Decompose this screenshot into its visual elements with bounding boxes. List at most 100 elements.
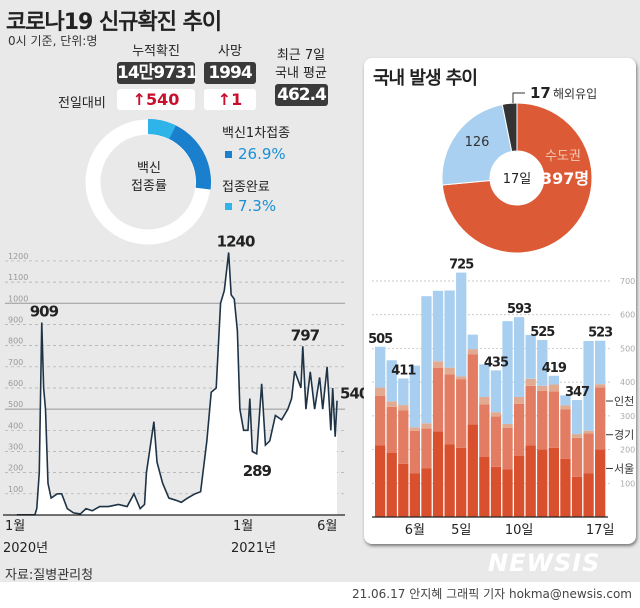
bar-segment-gyeonggi (571, 437, 583, 477)
first-dose-legend-swatch (225, 151, 232, 158)
death-value: 1994 (204, 62, 256, 84)
y-tick-label: 900 (8, 315, 23, 324)
bar-segment-other (537, 340, 548, 386)
bar-segment-gyeonggi (375, 395, 386, 446)
bar-segment-incheon (421, 423, 432, 429)
cumulative-label: 누적확진 (132, 44, 180, 59)
y-tick-label: 600 (8, 379, 23, 388)
bar-segment-incheon (548, 384, 559, 392)
y-tick-label: 200 (8, 464, 23, 473)
bar-segment-gyeonggi (525, 385, 536, 446)
death-label: 사망 (218, 44, 242, 59)
bar-segment-other (525, 334, 536, 379)
y-tick-label: 400 (8, 421, 23, 430)
vaccine-donut (85, 119, 211, 245)
bar-segment-seoul (432, 431, 444, 517)
bar-segment-seoul (548, 447, 559, 517)
bar-total-label: 505 (368, 332, 393, 347)
x-tick-label: 1월 (233, 519, 253, 534)
pie-slice-value: 397명 (541, 169, 589, 188)
bar-segment-incheon (502, 423, 513, 428)
bar-segment-gyeonggi (537, 390, 548, 450)
bar-segment-gyeonggi (398, 410, 409, 464)
bar-segment-other (571, 400, 583, 435)
vaccine-center-line-2: 접종률 (131, 179, 167, 194)
panel-title: 국내 발생 추이 (373, 68, 478, 89)
bar-segment-incheon (479, 396, 490, 405)
first-dose-percent: 26.9% (238, 145, 286, 163)
change-label: 전일대비 (58, 96, 106, 111)
bar-segment-gyeonggi (490, 416, 502, 467)
avg-label-1: 최근 7일 (276, 48, 326, 63)
bar-total-label: 411 (391, 363, 416, 378)
bar-segment-other (490, 370, 502, 413)
bar-segment-other (583, 341, 594, 431)
full-dose-arc (148, 119, 176, 139)
y-tick-label: 300 (620, 412, 635, 421)
bar-segment-seoul (479, 456, 490, 517)
bar-segment-other (375, 346, 386, 388)
bar-segment-gyeonggi (409, 430, 421, 474)
bar-segment-gyeonggi (548, 391, 559, 448)
full-dose-percent: 7.3% (238, 197, 277, 215)
pie-slice (501, 102, 518, 153)
peak-label: 1240 (217, 232, 255, 250)
bar-segment-incheon (456, 376, 467, 380)
bar-segment-incheon (490, 412, 502, 417)
x-tick-year: 2021년 (231, 541, 276, 556)
bar-segment-seoul (421, 468, 432, 517)
pie-slice (441, 102, 593, 254)
pie-chart: 17일 수도권 397명 126 17 해외유입 (441, 84, 597, 254)
y-tick-label: 1000 (8, 294, 28, 303)
peak-label: 797 (291, 326, 320, 344)
y-tick-label: 700 (620, 277, 635, 286)
bar-total-label: 347 (565, 385, 590, 400)
legend-label-seoul: 서울 (614, 462, 634, 475)
bar-segment-other (467, 334, 478, 350)
bar-segment-other (398, 378, 409, 406)
vaccine-center (101, 135, 195, 229)
y-tick-label: 300 (8, 442, 23, 451)
bar-segment-gyeonggi (421, 428, 432, 469)
pie-center-label: 17일 (503, 172, 532, 187)
peak-label: 909 (30, 303, 59, 321)
x-tick-year: 2020년 (3, 541, 48, 556)
vaccine-center-label: 백신 접종률 (131, 160, 167, 196)
newsis-watermark: NEWSIS (488, 549, 601, 577)
death-change: ↑1 (204, 89, 256, 110)
bar-total-label: 525 (530, 325, 555, 340)
pie-slice-value: 17 (530, 84, 551, 102)
pie-slice-name: 해외유입 (553, 87, 597, 101)
legend-label-incheon: 인천 (614, 394, 634, 408)
leader-line (512, 92, 525, 103)
bar-segment-incheon (583, 430, 594, 434)
bar-total-label: 725 (449, 258, 474, 273)
cumulative-change: ↑540 (117, 89, 195, 110)
full-dose-legend-swatch (225, 203, 232, 210)
bar-segment-incheon (560, 405, 571, 410)
bar-segment-gyeonggi (479, 404, 490, 457)
vaccine-center-line-1: 백신 (137, 161, 161, 176)
cumulative-value: 14만9731 (117, 62, 198, 84)
bar-segment-seoul (583, 473, 594, 517)
bar-segment-other (421, 296, 432, 424)
bar-segment-other (444, 290, 455, 368)
pie-slice-value: 126 (465, 135, 490, 150)
credit-line: 21.06.17 안지혜 그래픽 기자 hokma@newsis.com (351, 587, 632, 601)
bar-segment-seoul (409, 473, 421, 517)
bar-segment-incheon (513, 396, 525, 404)
bar-segment-other (432, 290, 444, 362)
y-tick-label: 100 (620, 479, 635, 488)
first-dose-label: 백신1차접종 (222, 126, 291, 141)
legend-label-gyeonggi: 경기 (614, 429, 634, 442)
full-dose-value: 7.3% (225, 197, 276, 215)
bar-segment-other (456, 272, 467, 377)
y-tick-label: 700 (8, 358, 23, 367)
y-tick-label: 600 (620, 311, 635, 320)
bar-segment-seoul (490, 466, 502, 517)
pie-slice (441, 103, 513, 186)
peak-label: 540 (340, 385, 369, 403)
y-tick-label: 500 (8, 400, 23, 409)
x-tick-label: 10일 (505, 523, 534, 538)
